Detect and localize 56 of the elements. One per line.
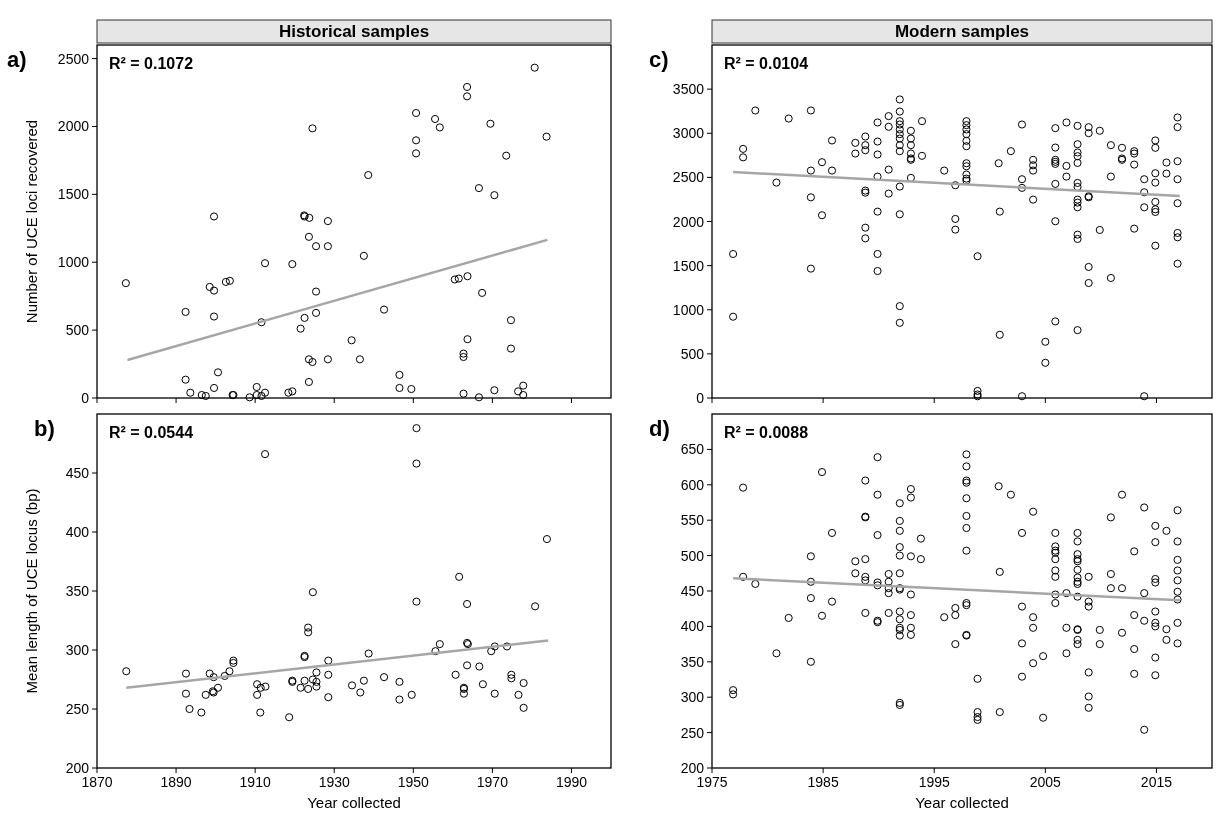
y-tick-label: 550 — [680, 512, 705, 529]
y-tick-label: 1000 — [57, 254, 90, 271]
annotation: R² = 0.0088 — [724, 424, 809, 441]
annotation: R² = 0.1072 — [109, 55, 194, 72]
x-tick-label: 1995 — [918, 774, 950, 790]
x-tick-label: 1970 — [476, 774, 509, 790]
text: d) — [649, 416, 670, 441]
y-tick-label: 2500 — [672, 169, 705, 186]
y-tick-label: 1500 — [672, 257, 705, 274]
y-tick-label: 200 — [65, 760, 90, 776]
x-tick-label: 1990 — [555, 774, 588, 790]
text: a) — [7, 47, 27, 72]
x-tick-label: 1910 — [239, 774, 271, 790]
y-tick-label: 2000 — [57, 118, 90, 135]
x-tick-label: 1975 — [696, 774, 728, 790]
x-tick-label: 2015 — [1140, 774, 1173, 790]
y-tick-label: 3000 — [672, 125, 705, 142]
y-tick-label: 500 — [65, 322, 90, 339]
y-tick-label: 350 — [680, 653, 705, 670]
y-tick-label: 2500 — [57, 50, 90, 67]
y-tick-label: 600 — [680, 476, 705, 493]
x-tick-label: 1950 — [397, 774, 430, 790]
x-tick-label: 1985 — [807, 774, 839, 790]
y-tick-label: 450 — [65, 465, 90, 481]
y-tick-label: 300 — [65, 642, 90, 658]
y-tick-label: 250 — [65, 701, 90, 717]
x-tick-label: 1870 — [81, 774, 113, 790]
y-tick-label: 3500 — [672, 81, 705, 98]
y-tick-label: 0 — [696, 390, 705, 406]
annotation: R² = 0.0544 — [109, 424, 194, 441]
y-tick-label: 250 — [680, 724, 705, 741]
y-tick-label: 450 — [680, 583, 705, 599]
y-axis-title: Mean length of UCE locus (bp) — [23, 488, 40, 694]
y-tick-label: 0 — [81, 390, 90, 406]
text: c) — [649, 47, 669, 72]
y-tick-label: 650 — [680, 441, 705, 458]
annotation: R² = 0.0104 — [724, 55, 809, 72]
x-tick-label: 1930 — [318, 774, 351, 790]
y-tick-label: 350 — [65, 583, 90, 599]
y-tick-label: 2000 — [672, 213, 705, 230]
x-tick-label: 1890 — [160, 774, 192, 790]
y-tick-label: 300 — [680, 689, 705, 706]
x-axis-title: Year collected — [915, 794, 1009, 811]
y-tick-label: 500 — [680, 547, 705, 564]
y-tick-label: 1500 — [57, 186, 90, 203]
y-tick-label: 500 — [680, 345, 705, 362]
y-tick-label: 400 — [680, 618, 705, 635]
chart-title: Historical samples — [278, 22, 430, 41]
y-axis-title: Number of UCE loci recovered — [23, 119, 40, 324]
x-axis-title: Year collected — [307, 794, 401, 811]
y-tick-label: 400 — [65, 524, 90, 540]
y-tick-label: 200 — [680, 760, 705, 776]
x-tick-label: 2005 — [1029, 774, 1062, 790]
text: b) — [34, 416, 55, 441]
y-tick-label: 1000 — [672, 301, 705, 318]
chart-title: Modern samples — [894, 22, 1030, 41]
